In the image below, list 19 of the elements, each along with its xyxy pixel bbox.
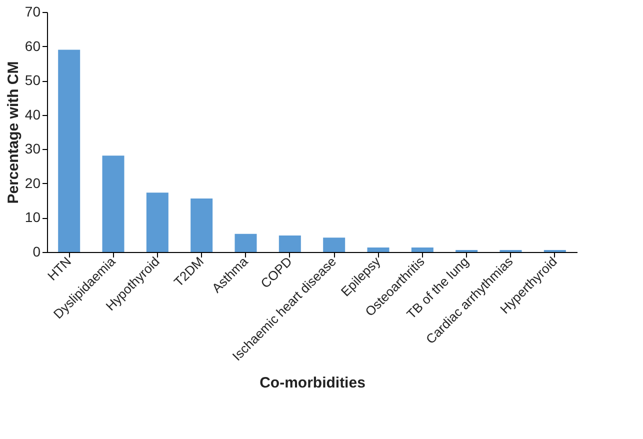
y-tick-label: 60 [24,38,41,54]
bar [411,248,434,252]
bar [234,234,257,252]
y-tick-label: 40 [24,106,41,122]
bar [278,236,301,252]
bar [323,238,346,252]
y-tick-label: 30 [24,140,41,157]
bar [146,192,168,252]
y-tick-label: 50 [24,72,41,88]
y-tick-label: 10 [24,209,41,226]
bar [367,248,390,252]
bar [58,50,80,252]
y-tick-label: 20 [24,174,41,191]
y-tick-label: 70 [24,4,41,20]
bar [190,198,213,252]
y-axis-title: Percentage with CM [4,61,22,204]
x-axis-title: Co-morbidities [260,374,366,392]
y-tick-label: 0 [32,244,41,260]
bar [102,156,124,252]
